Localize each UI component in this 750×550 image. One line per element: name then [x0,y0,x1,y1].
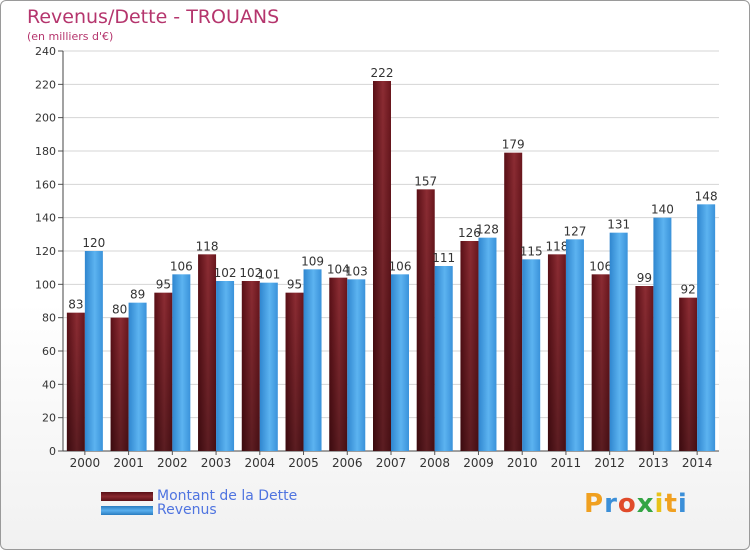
bar-shade [635,286,654,451]
data-label-revenue: 120 [82,236,105,250]
x-tick-label: 2013 [638,456,669,470]
x-tick-label: 2000 [70,456,101,470]
bar-shade [416,189,435,452]
proxiti-logo: Proxiti [584,489,688,519]
bar-revenue [653,217,672,451]
data-label-revenue: 115 [520,244,543,258]
chart-title: Revenus/Dette - TROUANS [27,6,280,28]
data-label-revenue: 128 [476,223,499,237]
data-label-revenue: 127 [563,224,586,238]
y-tick-label: 80 [42,312,56,325]
bar-shade [154,292,173,451]
legend-swatch-revenue [101,505,153,515]
data-label-debt: 95 [287,278,302,292]
bar-shade [679,297,698,451]
data-label-debt: 179 [502,138,525,152]
x-tick-label: 2002 [157,456,188,470]
x-tick-label: 2011 [551,456,582,470]
y-tick-label: 220 [35,78,56,91]
data-label-revenue: 131 [607,218,630,232]
bar-shade [66,312,85,451]
data-label-debt: 118 [545,239,568,253]
x-tick-label: 2014 [682,456,713,470]
legend-item-debt: Montant de la Dette [101,488,298,504]
bar-revenue [697,204,716,451]
y-tick-label: 20 [42,412,56,425]
bar-revenue [303,269,322,451]
x-tick-label: 2012 [594,456,625,470]
y-tick-label: 240 [35,45,56,58]
bar-shade [373,81,391,451]
x-tick-label: 2008 [419,456,450,470]
bar-revenue [128,302,147,451]
x-tick-label: 2005 [288,456,319,470]
bar-revenue [522,259,541,451]
bar-shade [460,241,479,451]
bar-revenue [216,281,235,451]
data-label-debt: 118 [196,239,219,253]
data-label-revenue: 140 [651,203,674,217]
x-tick-label: 2001 [113,456,144,470]
x-tick-label: 2004 [245,456,276,470]
bar-revenue [391,274,409,451]
bar-shade [329,277,348,451]
data-label-revenue: 111 [432,251,455,265]
bar-revenue [84,251,103,451]
x-tick-label: 2006 [332,456,363,470]
data-label-revenue: 101 [257,268,280,282]
legend-item-revenue: Revenus [101,502,217,518]
bar-revenue [609,232,628,451]
x-tick-label: 2009 [463,456,494,470]
bar-shade [285,292,304,451]
bar-shade [110,317,129,451]
bar-revenue [565,239,584,451]
bar-shade [547,254,566,451]
data-label-debt: 83 [68,298,83,312]
y-tick-label: 40 [42,378,56,391]
bar-revenue [434,266,453,451]
y-tick-label: 140 [35,212,56,225]
y-tick-label: 0 [49,445,56,458]
y-tick-label: 180 [35,145,56,158]
y-tick-label: 100 [35,278,56,291]
y-tick-label: 200 [35,112,56,125]
bar-revenue [259,282,278,451]
data-label-debt: 102 [239,266,262,280]
data-label-debt: 104 [327,263,350,277]
bar-shade [504,152,523,451]
bar-revenue [478,237,497,451]
data-label-revenue: 103 [345,264,368,278]
data-label-debt: 92 [680,283,695,297]
bar-shade [591,274,610,451]
x-tick-label: 2007 [376,456,407,470]
legend-swatch-debt [101,491,153,501]
data-label-debt: 106 [589,259,612,273]
y-tick-label: 160 [35,178,56,191]
legend-label-revenue: Revenus [157,502,217,518]
bar-revenue [172,274,191,451]
data-label-revenue: 102 [214,266,237,280]
data-label-revenue: 106 [389,259,412,273]
data-label-debt: 157 [414,174,437,188]
bar-revenue [347,279,366,451]
data-label-debt: 80 [112,303,127,317]
data-label-debt: 99 [637,271,652,285]
data-label-debt: 95 [156,278,171,292]
data-label-debt: 222 [371,66,394,80]
data-label-revenue: 106 [170,259,193,273]
x-tick-label: 2003 [201,456,232,470]
chart-subtitle: (en milliers d'€) [27,30,114,43]
data-label-debt: 126 [458,226,481,240]
data-label-revenue: 148 [695,189,718,203]
x-tick-label: 2010 [507,456,538,470]
data-label-revenue: 109 [301,254,324,268]
bar-shade [198,254,217,451]
bar-shade [241,281,260,451]
y-tick-label: 60 [42,345,56,358]
legend-label-debt: Montant de la Dette [157,488,298,504]
data-label-revenue: 89 [130,288,145,302]
y-tick-label: 120 [35,245,56,258]
